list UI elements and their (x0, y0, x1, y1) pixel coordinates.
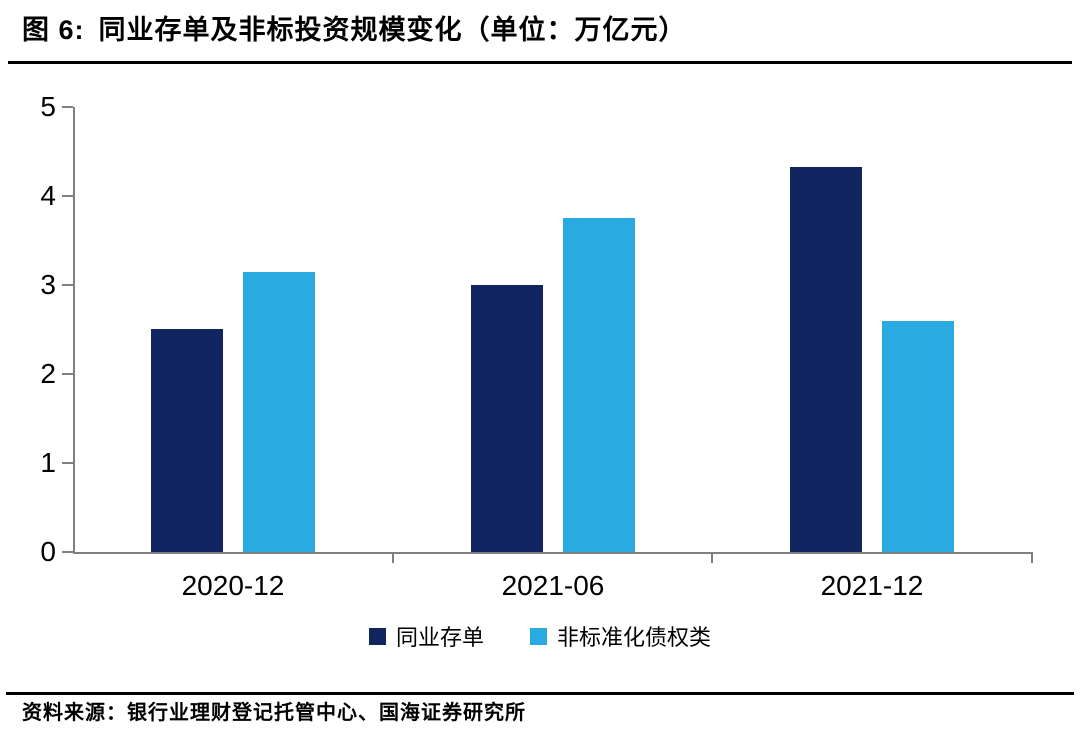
y-tick-label: 3 (40, 269, 56, 300)
y-tick (62, 106, 73, 108)
bar-group (73, 107, 393, 552)
y-axis-line (73, 107, 75, 554)
bar-chart: 0 1 2 3 4 5 2020-12 2021-06 2021-12 (0, 64, 1080, 609)
x-category-label: 2021-12 (820, 570, 924, 601)
legend-item: 非标准化债权类 (530, 620, 711, 652)
bar-group (393, 107, 713, 552)
bar (470, 285, 543, 552)
bar-group (712, 107, 1032, 552)
bar (242, 272, 315, 552)
figure-title: 同业存单及非标投资规模变化（单位：万亿元） (98, 15, 687, 45)
x-tick (1031, 554, 1033, 563)
y-axis-labels: 0 1 2 3 4 5 (0, 91, 56, 567)
figure-number-label: 图 6: (22, 15, 85, 45)
legend-item: 同业存单 (368, 620, 484, 652)
bar (790, 167, 863, 552)
x-tick (711, 554, 713, 563)
y-tick-label: 0 (40, 536, 56, 567)
legend-swatch (368, 627, 386, 645)
legend-label: 同业存单 (395, 625, 484, 650)
legend: 同业存单 非标准化债权类 (0, 620, 1080, 652)
bar (562, 218, 635, 552)
y-tick-label: 1 (40, 447, 56, 478)
bar (150, 329, 223, 552)
y-tick-label: 2 (40, 358, 56, 389)
x-category-label: 2020-12 (181, 570, 285, 601)
y-tick (62, 284, 73, 286)
x-tick (392, 554, 394, 563)
y-tick (62, 462, 73, 464)
y-tick-label: 5 (40, 91, 56, 122)
y-tick (62, 195, 73, 197)
title-divider-line (8, 61, 1072, 64)
legend-swatch (530, 627, 547, 645)
plot-area (73, 107, 1032, 552)
x-axis-line (73, 552, 1033, 554)
legend-label: 非标准化债权类 (557, 625, 712, 650)
source-note: 资料来源：银行业理财登记托管中心、国海证券研究所 (22, 702, 526, 724)
y-tick-label: 4 (40, 180, 56, 211)
y-tick (62, 551, 73, 553)
y-tick (62, 373, 73, 375)
bar (882, 321, 955, 552)
x-category-label: 2021-06 (501, 570, 605, 601)
figure-title-row: 图 6: 同业存单及非标投资规模变化（单位：万亿元） (0, 0, 1080, 48)
source-divider-line (6, 692, 1074, 695)
